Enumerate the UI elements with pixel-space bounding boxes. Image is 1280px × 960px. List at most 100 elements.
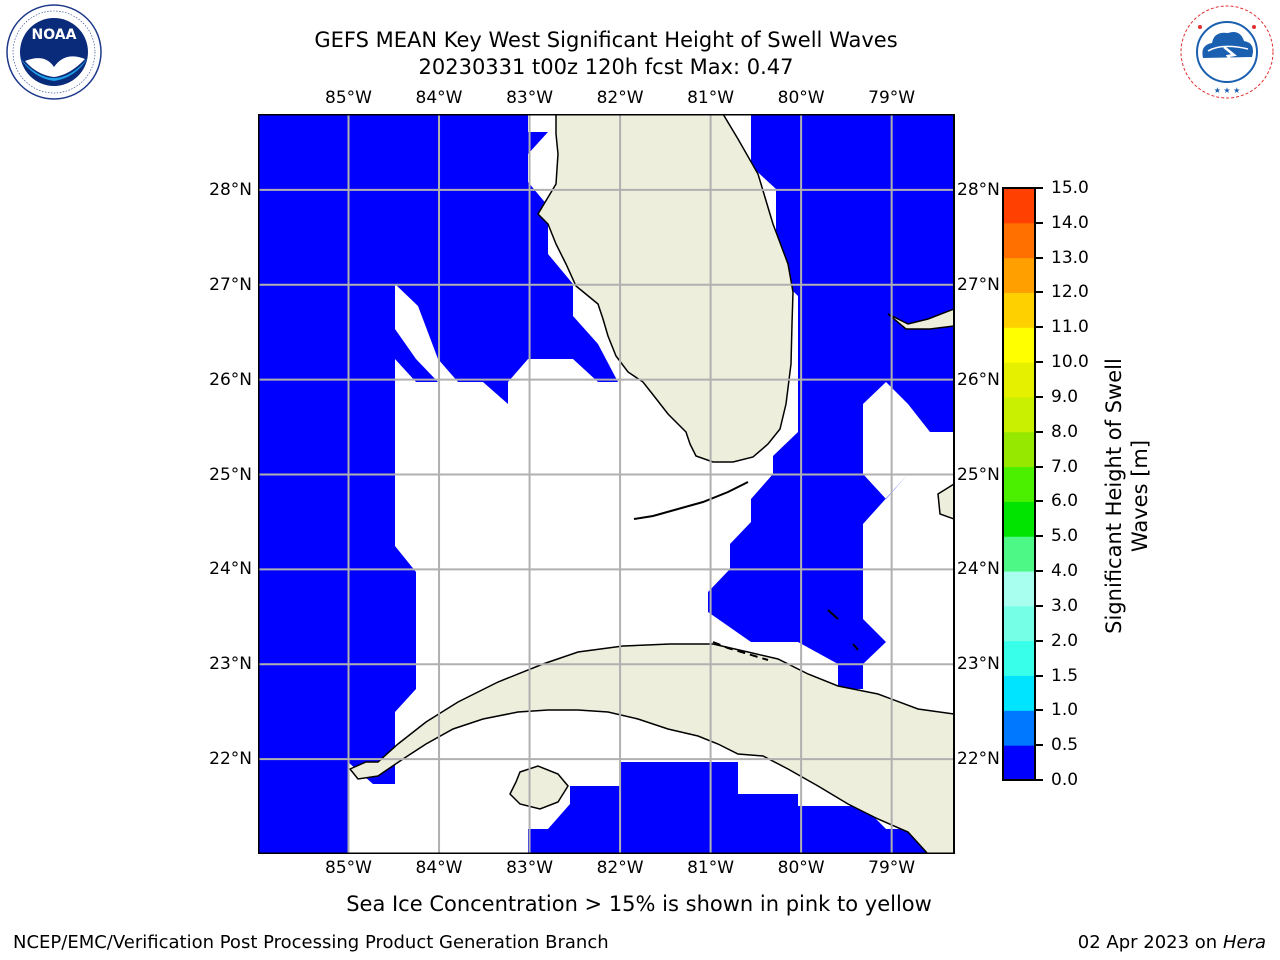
lat-tick-label-right: 26°N	[957, 369, 1000, 390]
colorbar-tick-mark	[1036, 709, 1043, 712]
florida-keys	[633, 481, 749, 520]
lat-tick-label-left: 24°N	[209, 559, 252, 580]
noaa-logo: NOAA	[5, 3, 103, 101]
colorbar-scale	[1002, 187, 1036, 781]
colorbar-tick-mark	[1036, 395, 1043, 398]
colorbar-tick-mark	[1036, 430, 1043, 433]
lon-tick-label-bot: 80°W	[777, 858, 825, 878]
colorbar-segment	[1003, 571, 1035, 607]
colorbar-segment	[1003, 640, 1035, 677]
map-border	[258, 114, 955, 854]
colorbar-segment	[1003, 605, 1035, 642]
colorbar-tick-mark	[1036, 779, 1043, 781]
colorbar-segment	[1003, 327, 1035, 363]
colorbar-tick-mark	[1036, 326, 1043, 329]
svg-text:★ ★ ★: ★ ★ ★	[1214, 86, 1241, 95]
nws-logo: ★ ★ ★	[1178, 3, 1276, 101]
colorbar-tick-mark	[1036, 291, 1043, 294]
lon-tick-label-bot: 83°W	[506, 858, 554, 878]
colorbar-tick-mark	[1036, 465, 1043, 468]
bahamas-cays	[827, 609, 859, 651]
lat-tick-label-right: 25°N	[957, 464, 1000, 485]
colorbar-label-line2: Waves [m]	[1128, 439, 1152, 553]
colorbar-tick-label: 10.0	[1051, 352, 1089, 373]
chart-title-line1: GEFS MEAN Key West Significant Height of…	[314, 28, 898, 52]
colorbar-tick-label: 9.0	[1051, 386, 1079, 407]
lat-tick-label-left: 22°N	[209, 749, 252, 770]
land-bahamas-andros	[937, 483, 954, 520]
colorbar-tick-mark	[1036, 570, 1043, 573]
colorbar-segment	[1003, 362, 1035, 398]
land-isla-de-la-juventud	[509, 765, 569, 810]
lon-tick-label-bot: 84°W	[415, 858, 463, 878]
colorbar-segment	[1003, 292, 1035, 328]
colorbar-tick-label: 15.0	[1051, 178, 1089, 198]
colorbar-label-line1: Significant Height of Swell	[1102, 358, 1126, 634]
noaa-logo-text: NOAA	[32, 27, 77, 43]
lat-tick-label-left: 28°N	[209, 179, 252, 200]
colorbar-tick-label: 5.0	[1051, 526, 1079, 547]
lat-tick-label-left: 23°N	[209, 654, 252, 675]
footer-date-text: 02 Apr 2023 on	[1077, 932, 1223, 953]
colorbar-tick-label: 3.0	[1051, 595, 1079, 616]
colorbar-tick-label: 2.0	[1051, 630, 1079, 651]
colorbar-tick-mark	[1036, 500, 1043, 503]
colorbar-tick-label: 14.0	[1051, 212, 1089, 233]
colorbar-tick-label: 6.0	[1051, 491, 1079, 512]
colorbar-tick-label: 13.0	[1051, 247, 1089, 268]
colorbar-segment	[1003, 396, 1035, 433]
lon-tick-label-bot: 79°W	[868, 858, 916, 878]
lat-tick-label-left: 25°N	[209, 464, 252, 485]
chart-title-line2: 20230331 t00z 120h fcst Max: 0.47	[418, 55, 794, 79]
land-bahamas-north	[887, 308, 954, 330]
graticule	[258, 114, 954, 854]
land-florida	[537, 114, 794, 463]
colorbar-tick-label: 11.0	[1051, 317, 1089, 338]
colorbar-tick-mark	[1036, 639, 1043, 642]
colorbar-tick-label: 4.0	[1051, 561, 1079, 582]
footer-branch: NCEP/EMC/Verification Post Processing Pr…	[13, 932, 609, 953]
lon-tick-label-top: 82°W	[596, 88, 644, 108]
lon-tick-label-top: 81°W	[687, 88, 735, 108]
colorbar-tick-mark	[1036, 187, 1043, 189]
colorbar-segment	[1003, 710, 1035, 746]
swell-height-map	[258, 114, 955, 854]
lon-tick-label-bot: 85°W	[325, 858, 372, 878]
footer-host: Hera	[1222, 932, 1266, 953]
swell-region-south-central	[528, 762, 954, 854]
lat-tick-label-left: 26°N	[209, 369, 252, 390]
colorbar-segment	[1003, 257, 1035, 293]
map-frame	[258, 114, 955, 854]
lon-tick-label-top: 80°W	[777, 88, 825, 108]
lat-tick-label-right: 23°N	[957, 654, 1000, 675]
colorbar-border	[1002, 187, 1036, 781]
land-layer	[348, 114, 954, 854]
lon-tick-label-top: 84°W	[415, 88, 463, 108]
lat-tick-label-right: 28°N	[957, 179, 1000, 200]
lat-tick-label-right: 22°N	[957, 749, 1000, 770]
lon-tick-label-bot: 82°W	[596, 858, 644, 878]
colorbar-tick-mark	[1036, 674, 1043, 677]
lon-tick-label-top: 83°W	[506, 88, 554, 108]
colorbar-tick-label: 8.0	[1051, 421, 1079, 442]
sea-ice-note: Sea Ice Concentration > 15% is shown in …	[346, 892, 932, 916]
colorbar-tick-mark	[1036, 221, 1043, 224]
colorbar-label: Significant Height of Swell Waves [m]	[1092, 358, 1162, 634]
lon-tick-label-bot: 81°W	[687, 858, 735, 878]
colorbar-segment	[1003, 431, 1035, 468]
lat-tick-label-left: 27°N	[209, 274, 252, 295]
colorbar-tick-label: 0.0	[1051, 770, 1079, 790]
colorbar-segment	[1003, 675, 1035, 711]
cuban-cays	[712, 641, 769, 661]
lat-tick-label-right: 27°N	[957, 274, 1000, 295]
colorbar-tick-mark	[1036, 535, 1043, 538]
lat-tick-label-right: 24°N	[957, 559, 1000, 580]
colorbar-segment	[1003, 501, 1035, 537]
colorbar-segment	[1003, 466, 1035, 502]
colorbar-tick-mark	[1036, 604, 1043, 607]
colorbar-tick-label: 0.5	[1051, 735, 1079, 756]
colorbar-segment	[1003, 222, 1035, 259]
colorbar-segment	[1003, 745, 1035, 781]
colorbar	[1002, 187, 1036, 781]
colorbar-segment	[1003, 536, 1035, 572]
